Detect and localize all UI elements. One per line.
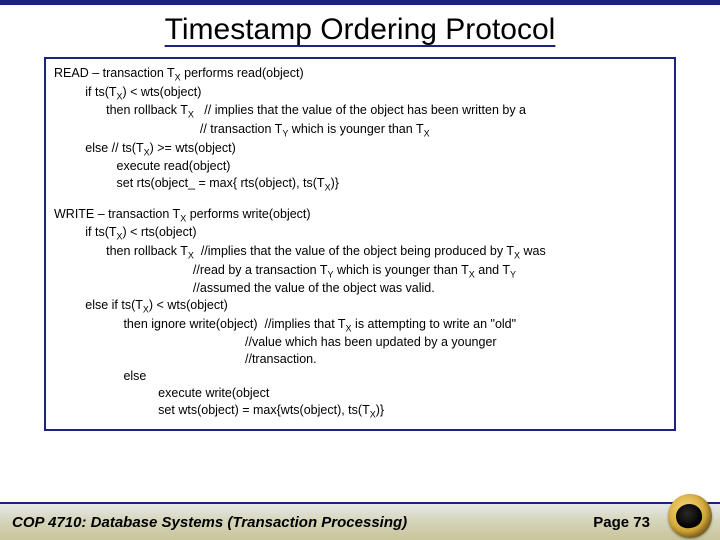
write-line-11: execute write(object	[54, 385, 666, 402]
write-line-5: //assumed the value of the object was va…	[54, 280, 666, 297]
write-line-8: //value which has been updated by a youn…	[54, 334, 666, 351]
read-line-7: set rts(object_ = max{ rts(object), ts(T…	[54, 175, 666, 194]
read-line-6: execute read(object)	[54, 158, 666, 175]
page-title: Timestamp Ordering Protocol	[0, 5, 720, 53]
write-line-2: if ts(TX) < rts(object)	[54, 224, 666, 243]
footer-bar: COP 4710: Database Systems (Transaction …	[0, 502, 720, 540]
write-line-6: else if ts(TX) < wts(object)	[54, 297, 666, 316]
write-line-7: then ignore write(object) //implies that…	[54, 316, 666, 335]
write-line-10: else	[54, 368, 666, 385]
read-line-4: // transaction TY which is younger than …	[54, 121, 666, 140]
write-line-12: set wts(object) = max{wts(object), ts(TX…	[54, 402, 666, 421]
read-line-5: else // ts(TX) >= wts(object)	[54, 140, 666, 159]
footer-page: Page 73	[593, 514, 650, 531]
read-line-3: then rollback TX // implies that the val…	[54, 102, 666, 121]
write-line-3: then rollback TX //implies that the valu…	[54, 243, 666, 262]
footer-course: COP 4710: Database Systems (Transaction …	[12, 514, 593, 531]
read-line-2: if ts(TX) < wts(object)	[54, 84, 666, 103]
write-line-1: WRITE – transaction TX performs write(ob…	[54, 206, 666, 225]
write-line-4: //read by a transaction TY which is youn…	[54, 262, 666, 281]
algorithm-box: READ – transaction TX performs read(obje…	[44, 57, 676, 431]
section-gap	[54, 194, 666, 206]
read-line-1: READ – transaction TX performs read(obje…	[54, 65, 666, 84]
write-line-9: //transaction.	[54, 351, 666, 368]
ucf-logo-icon	[668, 494, 712, 538]
